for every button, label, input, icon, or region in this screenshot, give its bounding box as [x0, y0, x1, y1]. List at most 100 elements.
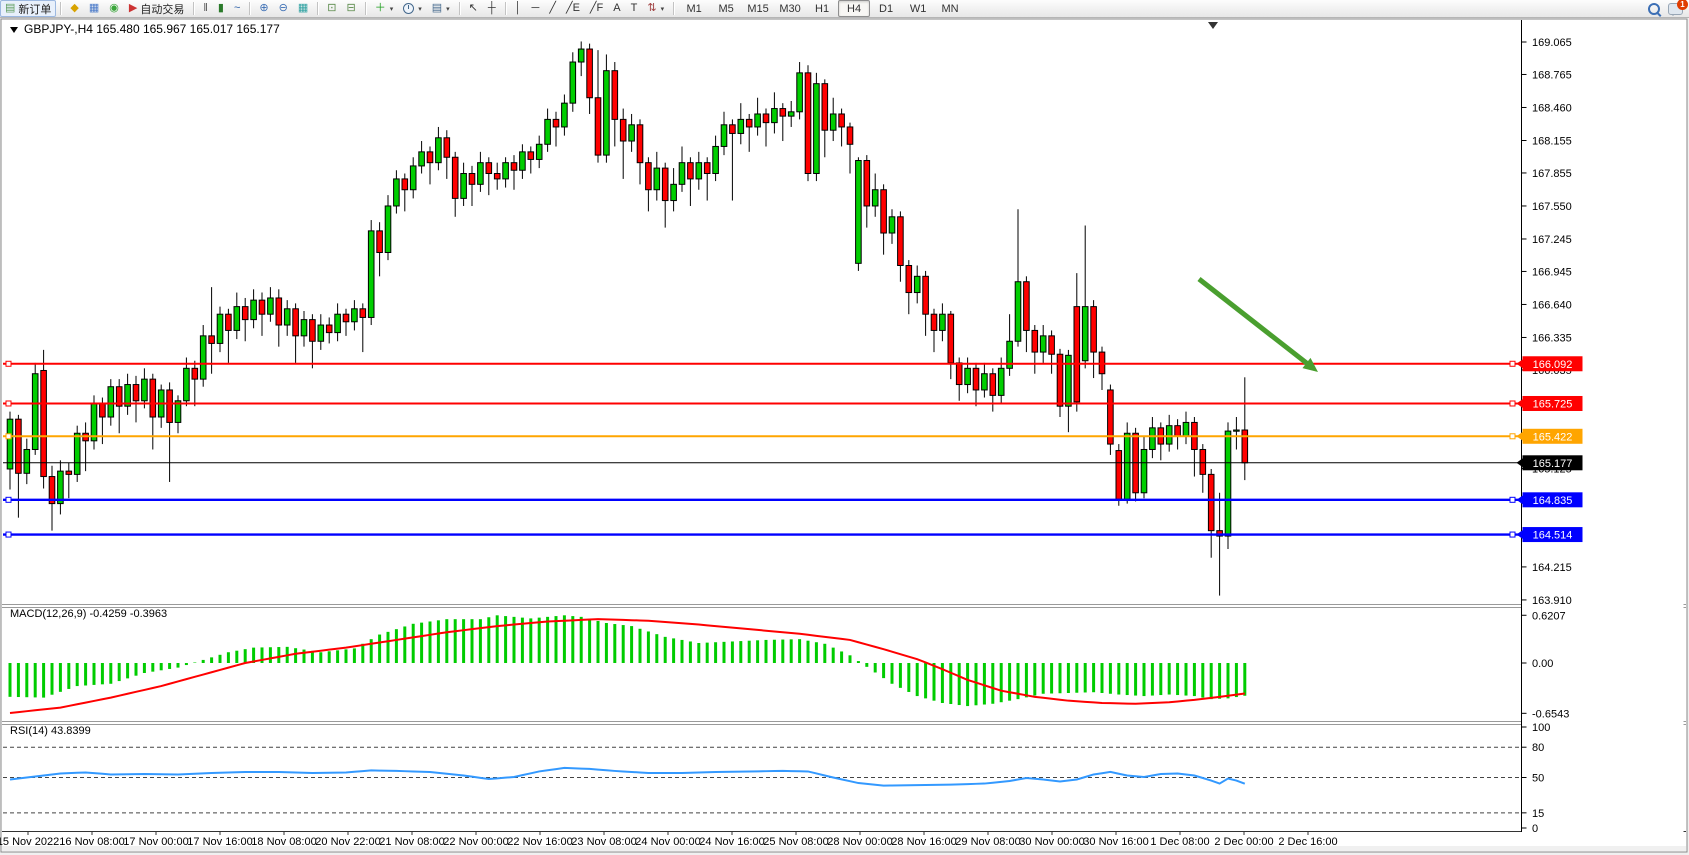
timeframe-m5-button[interactable]: M5: [718, 2, 734, 15]
timeframe-h1-button[interactable]: H1: [815, 2, 830, 15]
hline-handle[interactable]: [5, 433, 12, 440]
tile-vertical-icon: ⊟: [346, 2, 356, 14]
candle-body: [611, 70, 619, 120]
candle-body: [1014, 281, 1022, 342]
candle-body: [1241, 429, 1249, 464]
candle-body: [863, 160, 871, 207]
fibonacci-button[interactable]: ╱F: [585, 0, 608, 17]
candle-body: [720, 124, 728, 147]
bar-chart-button[interactable]: ‖: [198, 0, 213, 17]
timeframe-d1-button[interactable]: D1: [879, 2, 894, 15]
toolbar-separator: [364, 2, 366, 15]
candlestick-chart-icon: ▮: [217, 2, 224, 14]
templates-button[interactable]: ▤ ▾: [427, 0, 455, 17]
tile-windows-button[interactable]: ▦: [293, 0, 313, 17]
candle-body: [351, 308, 358, 323]
candle-body: [325, 324, 333, 334]
deposit-button[interactable]: ◆: [65, 0, 83, 17]
zoom-out-button[interactable]: ⊖: [274, 0, 293, 17]
search-icon[interactable]: [1648, 2, 1660, 15]
hline-handle[interactable]: [1509, 360, 1516, 367]
timeframe-m15-button[interactable]: M15: [747, 2, 769, 15]
price-tick-label: 167.550: [1532, 201, 1572, 213]
badge-text: 166.092: [1533, 359, 1573, 371]
tile-vertical-button[interactable]: ⊟: [341, 0, 360, 17]
period-button[interactable]: ▾: [398, 0, 427, 17]
notifications-icon[interactable]: 1: [1668, 0, 1688, 16]
candle-body: [73, 432, 81, 475]
signals-button[interactable]: ◉: [104, 0, 124, 17]
hline-handle[interactable]: [1509, 531, 1516, 538]
terminal-icon: ▦: [88, 2, 100, 14]
candle-body: [745, 118, 753, 128]
timeframe-w1-button[interactable]: W1: [909, 2, 927, 15]
hline-handle[interactable]: [5, 400, 12, 407]
crosshair-button[interactable]: ┼: [483, 0, 501, 17]
timeframe-h4-button[interactable]: H4: [838, 0, 871, 17]
text-icon: A: [613, 2, 621, 14]
cursor-button[interactable]: ↖: [464, 0, 483, 17]
candle-body: [947, 313, 955, 364]
trend-arrow-annotation[interactable]: [1197, 277, 1318, 372]
candle-body: [779, 108, 787, 117]
hline-handle[interactable]: [5, 496, 12, 503]
hline-handle[interactable]: [5, 360, 12, 367]
channel-button[interactable]: ╱E: [561, 0, 585, 17]
candle-body: [552, 118, 560, 128]
toolbar-separator: [673, 2, 675, 15]
cascade-windows-button[interactable]: ⊡: [322, 0, 341, 17]
hline-handle[interactable]: [5, 531, 12, 538]
candle-body: [829, 113, 837, 131]
badge-notch: [1516, 529, 1524, 540]
candle-body: [813, 83, 820, 174]
horizontal-line-button[interactable]: ─: [527, 0, 545, 17]
time-tick-label: 16 Nov 08:00: [59, 836, 124, 848]
price-axis[interactable]: 169.065 168.765 168.460 168.155 167.855 167.5…: [1521, 20, 1684, 846]
candle-body: [695, 162, 703, 180]
timeframe-mn-button[interactable]: MN: [941, 2, 959, 15]
hline-handle[interactable]: [1509, 496, 1516, 503]
new-order-button[interactable]: ▤ 新订单: [0, 0, 57, 17]
candle-body: [99, 403, 106, 418]
candle-body: [1123, 432, 1131, 500]
terminal-button[interactable]: ▦: [84, 0, 104, 17]
price-tick-label: 167.855: [1532, 168, 1572, 180]
price-tick-label: 166.945: [1532, 266, 1572, 278]
arrows-button[interactable]: ⇅ ▾: [642, 0, 669, 17]
autotrade-button[interactable]: ▶ 自动交易: [124, 0, 189, 17]
price-badge-164.835: 164.835: [1516, 492, 1583, 508]
timeframe-m30-button[interactable]: M30: [779, 2, 801, 15]
price-chart[interactable]: MACD(12,26,9) -0.4259 -0.3963 RSI(14) 43.…: [0, 18, 1689, 855]
text-button[interactable]: A: [608, 0, 625, 17]
time-tick-label: 15 Nov 2022: [0, 836, 59, 848]
candle-body: [124, 384, 131, 407]
vertical-line-button[interactable]: │: [510, 0, 527, 17]
new-chart-button[interactable]: ＋ ▾: [370, 0, 399, 17]
ohlc-dropdown-icon[interactable]: [10, 27, 18, 33]
hline-handle[interactable]: [1509, 400, 1516, 407]
candlestick-chart-button[interactable]: ▮: [213, 0, 229, 17]
candle-body: [636, 124, 644, 164]
candle-body: [972, 367, 980, 391]
trendline-button[interactable]: ╱: [544, 0, 561, 17]
candle-body: [729, 124, 736, 134]
line-chart-button[interactable]: ~: [229, 0, 245, 17]
candle-body: [183, 367, 190, 402]
time-tick-label: 28 Nov 00:00: [827, 836, 892, 848]
zoom-in-icon: ⊕: [259, 2, 269, 14]
candle-body: [435, 137, 442, 164]
time-tick-label: 17 Nov 16:00: [187, 836, 252, 848]
zoom-in-button[interactable]: ⊕: [254, 0, 273, 17]
time-tick-label: 24 Nov 00:00: [635, 836, 700, 848]
badge-rect: [1522, 455, 1583, 471]
candle-body: [393, 178, 400, 207]
rsi-pane: RSI(14) 43.8399: [3, 725, 1522, 814]
price-tick-label: 164.215: [1532, 562, 1572, 574]
timeframe-m1-button[interactable]: M1: [686, 2, 702, 15]
hline-handle[interactable]: [1509, 433, 1516, 440]
main-toolbar: ▤ 新订单 ◆ ▦ ◉ ▶ 自动交易 ‖ ▮ ~ ⊕ ⊖ ▦ ⊡ ⊟ ＋ ▾ ▾ ▤ ▾ ↖ ┼ │ ─ ╱ ╱E ╱F A T ⇅ ▾ M1…: [0, 0, 1689, 18]
macd-pane: MACD(12,26,9) -0.4259 -0.3963: [8, 608, 1247, 714]
label-button[interactable]: T: [626, 0, 643, 17]
candle-body: [191, 367, 199, 380]
